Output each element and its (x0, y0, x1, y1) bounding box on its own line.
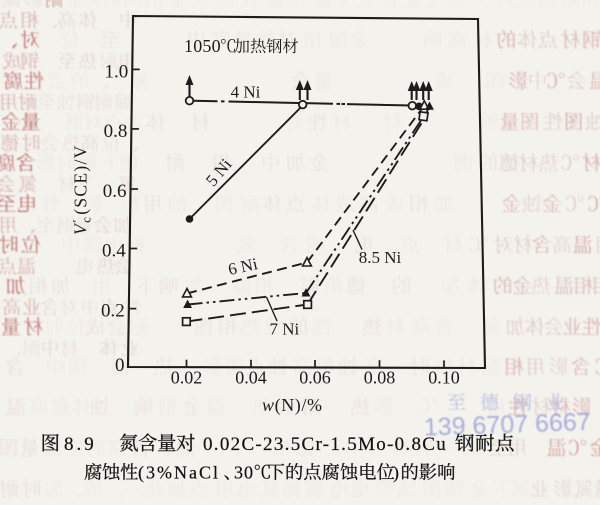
svg-text:0.8: 0.8 (104, 121, 128, 142)
svg-text:V′c(SCE)/V: V′c(SCE)/V (70, 144, 94, 235)
svg-text:7 Ni: 7 Ni (270, 320, 300, 339)
svg-text:8.5 Ni: 8.5 Ni (359, 248, 402, 267)
svg-text:0.6: 0.6 (103, 181, 127, 202)
svg-text:(3%NaCl: (3%NaCl (138, 463, 220, 484)
svg-text:30: 30 (234, 463, 254, 483)
svg-text:0.06: 0.06 (299, 368, 331, 388)
svg-text:0.02C-23.5Cr-1.5Mo-0.8Cu: 0.02C-23.5Cr-1.5Mo-0.8Cu (203, 434, 447, 455)
svg-text:0.10: 0.10 (428, 368, 460, 388)
svg-text:0.08: 0.08 (364, 368, 396, 388)
svg-text:0: 0 (115, 355, 125, 376)
svg-text:1050: 1050 (184, 36, 221, 56)
svg-text:1.0: 1.0 (104, 62, 128, 83)
svg-text:0.02: 0.02 (171, 368, 203, 388)
svg-text:0.04: 0.04 (235, 368, 267, 388)
svg-text:0.2: 0.2 (101, 301, 125, 322)
svg-text:4 Ni: 4 Ni (231, 83, 261, 102)
svg-text:139 6707 6667: 139 6707 6667 (423, 408, 591, 442)
svg-text:w(N)/%: w(N)/% (262, 395, 323, 416)
svg-text:0.4: 0.4 (102, 241, 126, 262)
svg-text:8.9: 8.9 (64, 434, 97, 455)
svg-text:): ) (393, 463, 399, 484)
